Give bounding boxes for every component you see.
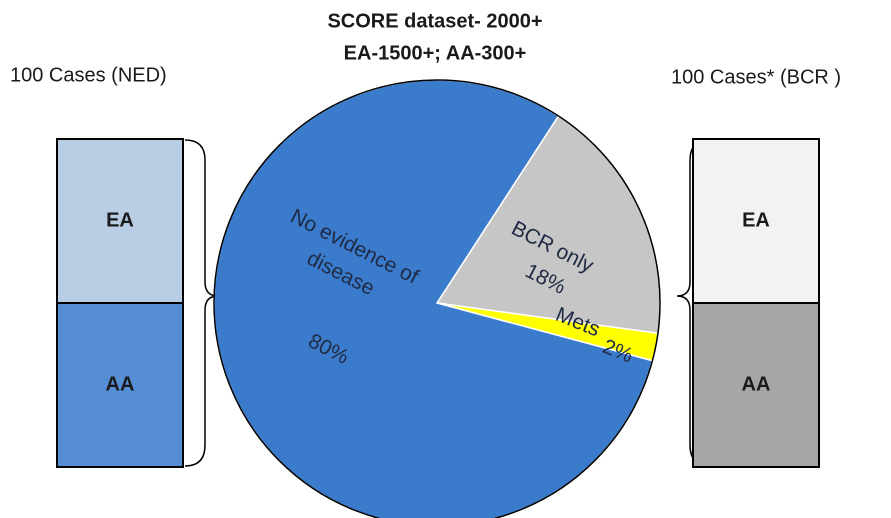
brace	[676, 139, 711, 467]
group-label: 100 Cases* (BCR )	[671, 66, 841, 88]
segment-label: EA	[742, 209, 770, 231]
segment-box	[56, 302, 184, 468]
pie-outline	[213, 79, 661, 518]
group-label: 100 Cases (NED)	[10, 64, 167, 86]
chart-subtitle: EA-1500+; AA-300+	[344, 42, 527, 64]
segment-label: EA	[106, 209, 134, 231]
brace	[184, 139, 219, 467]
chart-title: SCORE dataset- 2000+	[327, 10, 542, 32]
segment-label: AA	[106, 373, 135, 395]
segment-label: AA	[742, 373, 771, 395]
segment-box	[692, 302, 820, 468]
